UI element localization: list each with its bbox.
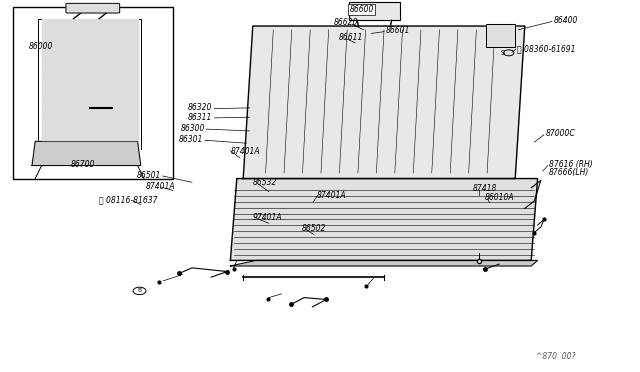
Text: Ⓢ 08360-61691: Ⓢ 08360-61691 xyxy=(517,44,575,53)
Text: 86000: 86000 xyxy=(29,42,53,51)
Text: 86532: 86532 xyxy=(253,178,277,187)
Text: 87401A: 87401A xyxy=(146,182,175,191)
Text: 97401A: 97401A xyxy=(253,213,282,222)
Text: Ⓑ 08116-81637: Ⓑ 08116-81637 xyxy=(99,196,157,205)
Text: ^870  00?: ^870 00? xyxy=(536,352,576,361)
Text: 86320: 86320 xyxy=(188,103,212,112)
Text: 86601: 86601 xyxy=(385,26,410,35)
Text: 86502: 86502 xyxy=(302,224,326,233)
Polygon shape xyxy=(243,26,525,179)
Text: 87000C: 87000C xyxy=(545,129,575,138)
Text: 87666(LH): 87666(LH) xyxy=(549,169,589,177)
Text: 86010A: 86010A xyxy=(485,193,515,202)
Text: B: B xyxy=(138,288,141,294)
Text: 86301: 86301 xyxy=(179,135,204,144)
Text: 86611: 86611 xyxy=(339,33,364,42)
Polygon shape xyxy=(230,260,538,266)
Text: 87401A: 87401A xyxy=(317,191,346,200)
Text: 86311: 86311 xyxy=(188,113,212,122)
Text: S: S xyxy=(500,50,504,56)
Text: 86400: 86400 xyxy=(554,16,578,25)
Polygon shape xyxy=(230,179,538,260)
Polygon shape xyxy=(486,24,515,46)
Text: 86600: 86600 xyxy=(349,5,374,14)
Polygon shape xyxy=(349,2,400,20)
Text: 87418: 87418 xyxy=(472,185,497,193)
Polygon shape xyxy=(42,19,138,140)
Text: 87616 (RH): 87616 (RH) xyxy=(549,160,593,169)
FancyBboxPatch shape xyxy=(66,3,120,13)
Bar xyxy=(13,7,173,179)
Text: 86620: 86620 xyxy=(333,18,358,27)
Text: 86501: 86501 xyxy=(137,171,161,180)
Text: 86300: 86300 xyxy=(180,124,205,133)
Text: 87401A: 87401A xyxy=(230,147,260,156)
Polygon shape xyxy=(32,141,141,166)
Text: 86700: 86700 xyxy=(70,160,95,169)
